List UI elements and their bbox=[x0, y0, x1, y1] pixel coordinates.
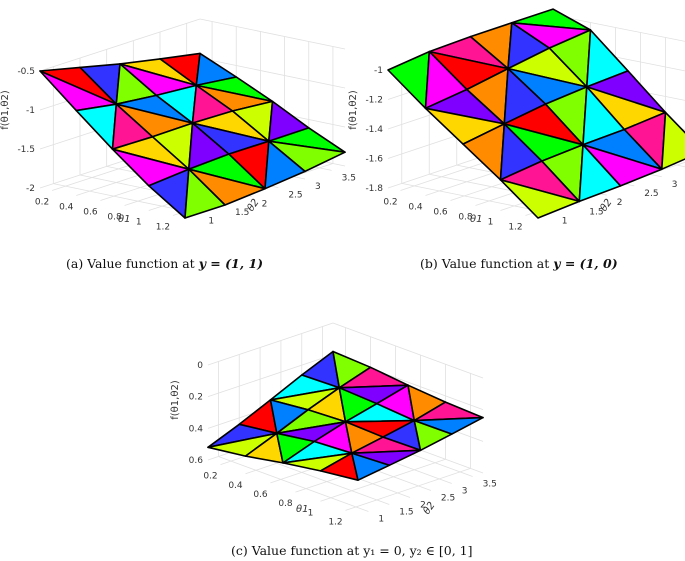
surface-plot-b: 0.20.40.60.811.211.522.533.5-1-1.2-1.4-1… bbox=[348, 8, 685, 233]
surface-mesh-a bbox=[39, 52, 346, 219]
z-tick-label: -1.5 bbox=[17, 145, 35, 155]
y-tick-label: 2 bbox=[262, 199, 268, 209]
surface-plot-c: 0.2 0.4 0.6 0.8 1 1.2 1 1.5 2 2.5 3 3.5 0 0.2 0.4 0.6 θ1… bbox=[170, 322, 497, 527]
z-tick-label: 0.6 bbox=[189, 456, 204, 466]
surface-facet bbox=[350, 452, 391, 482]
x-tick-label: 0.2 bbox=[383, 198, 397, 208]
x-tick-label: 0.8 bbox=[107, 213, 122, 223]
z-tick-label: -1.2 bbox=[365, 96, 383, 106]
surface-facet bbox=[413, 419, 453, 452]
z-tick-label: -1 bbox=[26, 106, 35, 116]
x-tick-label: 0.6 bbox=[83, 208, 98, 218]
x-tick-label: 0.2 bbox=[203, 472, 217, 482]
x-tick-label: 0.4 bbox=[228, 481, 243, 491]
surface-facet bbox=[578, 144, 622, 203]
z-axis-label: f(θ1,θ2) bbox=[348, 90, 359, 130]
x-axis-label: θ1 bbox=[470, 214, 482, 225]
surface-mesh-b bbox=[387, 8, 685, 219]
y-tick-label: 3 bbox=[315, 182, 321, 192]
z-axis-label: f(θ1,θ2) bbox=[0, 90, 11, 130]
z-tick-label: -2 bbox=[26, 184, 35, 194]
surface-facet bbox=[75, 103, 118, 150]
surface-facet bbox=[387, 50, 431, 110]
x-tick-label: 1 bbox=[308, 508, 314, 518]
z-tick-label: 0.2 bbox=[189, 393, 203, 403]
z-tick-label: -1 bbox=[374, 66, 383, 76]
y-tick-label: 2 bbox=[420, 501, 426, 511]
y-tick-label: 1.5 bbox=[399, 508, 413, 518]
x-tick-label: 1.2 bbox=[508, 223, 522, 233]
x-tick-label: 1 bbox=[488, 218, 494, 228]
x-tick-label: 0.2 bbox=[35, 198, 49, 208]
z-tick-label: -0.5 bbox=[17, 67, 35, 77]
z-tick-label: -1.4 bbox=[365, 125, 383, 135]
y-tick-label: 3.5 bbox=[342, 173, 356, 183]
x-axis-label: θ1 bbox=[296, 504, 308, 515]
x-tick-label: 1.2 bbox=[156, 223, 170, 233]
x-tick-label: 0.4 bbox=[59, 203, 74, 213]
caption-c: (c) Value function at y₁ = 0, y₂ ∈ [0, 1… bbox=[231, 543, 473, 558]
x-tick-label: 0.8 bbox=[278, 499, 293, 509]
z-tick-label: 0.4 bbox=[189, 424, 204, 434]
x-tick-label: 0.6 bbox=[433, 208, 448, 218]
x-axis-label: θ1 bbox=[118, 214, 130, 225]
x-tick-label: 0.6 bbox=[253, 490, 268, 500]
z-axis-label: f(θ1,θ2) bbox=[170, 380, 181, 420]
surface-facet bbox=[264, 140, 306, 190]
y-tick-label: 3.5 bbox=[483, 480, 497, 490]
y-tick-label: 2.5 bbox=[288, 191, 302, 201]
surface-facet bbox=[184, 168, 226, 219]
y-tick-label: 2 bbox=[617, 198, 623, 208]
y-tick-label: 1 bbox=[208, 217, 214, 227]
z-tick-label: -1.8 bbox=[365, 184, 383, 194]
x-tick-label: 0.8 bbox=[458, 213, 473, 223]
x-tick-label: 0.4 bbox=[408, 203, 423, 213]
y-tick-label: 3 bbox=[672, 180, 678, 190]
z-tick-label: -1.6 bbox=[365, 155, 383, 165]
surface-facet bbox=[660, 111, 685, 170]
y-tick-label: 1 bbox=[378, 515, 384, 525]
caption-b: (b) Value function at y = (1, 0) bbox=[420, 256, 618, 271]
axes-a: 0.2 0.4 0.6 0.8 1 1.2 1 1.5 2 2.5 3 3.5 -0.5 -1 -1.5 -2… bbox=[0, 67, 356, 233]
surface-facet bbox=[499, 179, 581, 219]
z-tick-label: 0 bbox=[197, 361, 203, 371]
y-tick-label: 1 bbox=[562, 216, 568, 226]
y-tick-label: 2.5 bbox=[644, 189, 658, 199]
surface-plot-a: 0.2 0.4 0.6 0.8 1 1.2 1 1.5 2 2.5 3 3.5 -0.5 -1 -1.5 -2… bbox=[0, 18, 356, 233]
x-tick-label: 1.2 bbox=[328, 517, 342, 527]
caption-a: (a) Value function at y = (1, 1) bbox=[66, 256, 264, 271]
y-tick-label: 1.5 bbox=[235, 208, 249, 218]
y-tick-label: 2.5 bbox=[441, 494, 455, 504]
axes-c: 0.2 0.4 0.6 0.8 1 1.2 1 1.5 2 2.5 3 3.5 0 0.2 0.4 0.6 θ1… bbox=[170, 361, 497, 527]
x-tick-label: 1 bbox=[136, 218, 142, 228]
surface-mesh-c bbox=[207, 350, 484, 482]
y-tick-label: 1.5 bbox=[589, 207, 603, 217]
y-tick-label: 3 bbox=[462, 487, 468, 497]
